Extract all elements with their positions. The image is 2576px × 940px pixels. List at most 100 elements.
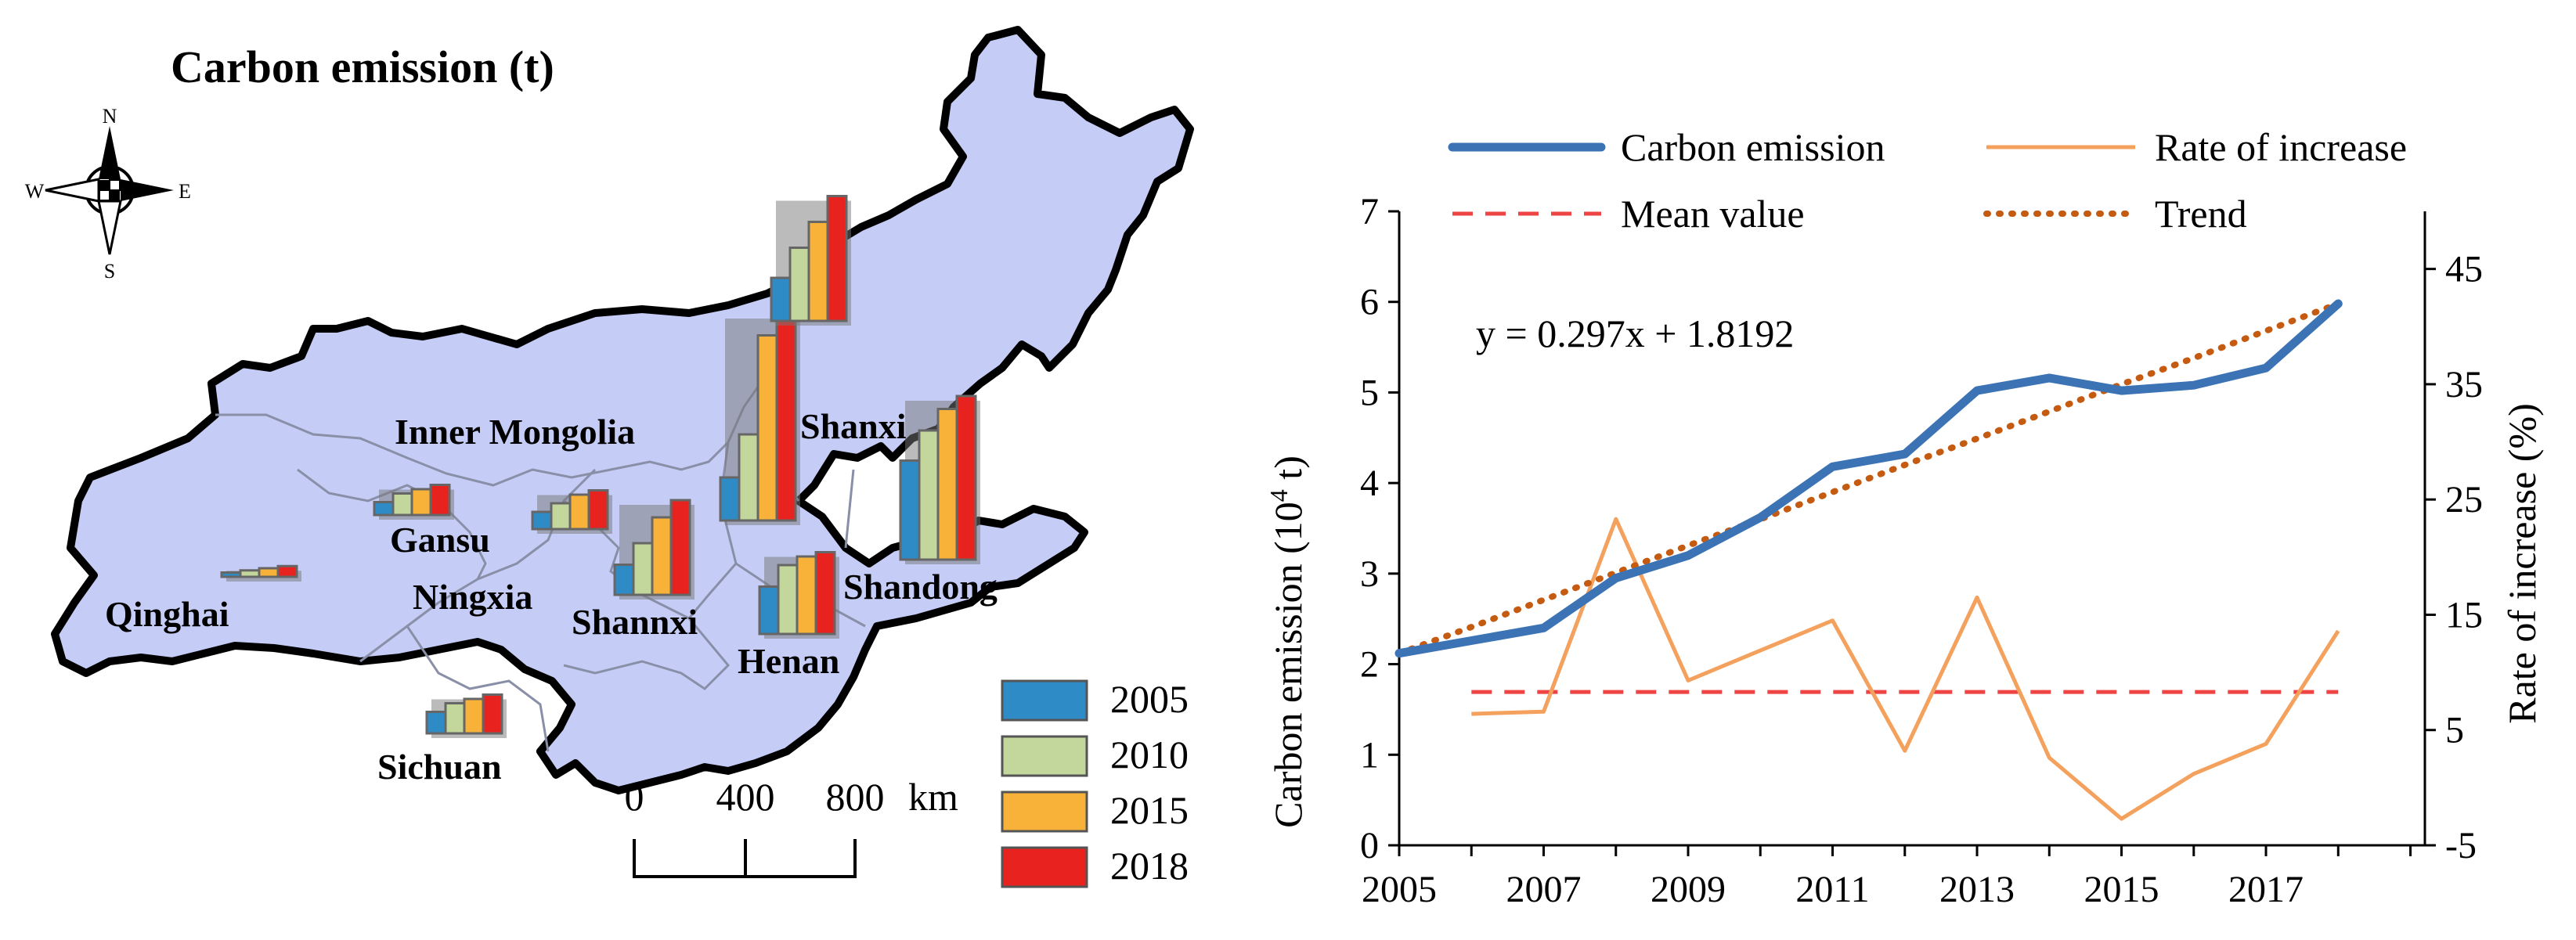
map-bar [550,502,572,531]
legend-text-rate-of-increase: Rate of increase [2155,125,2407,169]
trend-equation: y = 0.297x + 1.8192 [1476,312,1794,355]
map-bar [276,564,298,578]
y2-tick-label: 35 [2445,364,2483,405]
compass-n: N [103,105,117,128]
chart-legend: Carbon emission Rate of increase Mean valu… [1448,125,2407,236]
bar-group-gansu [373,484,454,520]
line-chart-panel: Carbon emission Rate of increase Mean valu… [1265,125,2544,910]
map-bar [814,551,836,636]
map-bar [463,697,485,735]
y2-tick-label: 45 [2445,249,2483,290]
map-bar [587,489,609,531]
map-year-legend: 2005 2010 2015 2018 [1001,677,1189,888]
series-layer [1394,299,2343,821]
map-bar [796,555,817,636]
map-bar [719,476,741,522]
map-bar [613,564,635,596]
bar-group-ningxia [531,489,612,534]
x-tick-label: 2015 [2084,869,2159,910]
compass-e: E [179,180,191,203]
y-tick-label: 6 [1360,282,1379,323]
label-gansu: Gansu [390,520,490,560]
map-bar [239,569,261,578]
x-tick-label: 2017 [2228,869,2304,910]
label-ningxia: Ningxia [413,577,532,617]
bar-group-shannxi [613,499,695,600]
compass-rose-icon: N S E W [25,105,191,283]
map-bar [899,459,921,561]
map-bar [807,221,829,322]
series-carbon-emission [1394,299,2343,658]
map-bar-groups [220,195,980,738]
map-bar [756,334,778,522]
map-bar [770,276,792,322]
y-tick-label: 4 [1360,463,1379,504]
legend-text-mean-value: Mean value [1621,192,1805,236]
bar-group-shandong [899,394,980,564]
y-tick-label: 1 [1360,734,1379,776]
label-sichuan: Sichuan [377,747,502,787]
province-labels: Inner Mongolia Shanxi Gansu Ningxia Shan… [105,406,998,787]
map-bar [373,501,395,517]
region-outline [51,26,1194,794]
map-bar [936,408,958,561]
map-panel: Carbon emission (t) N S E W [25,26,1194,888]
bar-group-henan [758,551,839,639]
map-bar [738,433,759,522]
map-bar [777,564,799,636]
map-bar [826,195,848,322]
label-henan: Henan [738,641,839,681]
label-shanxi: Shanxi [800,406,907,446]
legend-swatch-2018 [1001,846,1088,888]
legend-swatch-2015 [1001,791,1088,833]
scale-label-0: 0 [625,775,644,819]
y2-tick-label: 25 [2445,479,2483,520]
map-bar [651,516,673,596]
y-tick-label: 0 [1360,825,1379,866]
y2-tick-label: -5 [2445,825,2477,866]
label-qinghai: Qinghai [105,594,229,634]
legend-label-2005: 2005 [1110,677,1189,721]
map-bar [444,702,466,735]
bar-group-northeast [770,195,851,326]
y-axis-ticks: 0 1 2 3 4 5 6 7 [1360,191,1399,866]
legend-label-2018: 2018 [1110,844,1189,888]
legend-swatch-2010 [1001,735,1088,777]
map-bar [669,499,691,596]
legend-text-trend: Trend [2155,192,2247,236]
y-tick-label: 3 [1360,553,1379,595]
map-bar [531,510,553,531]
label-shannxi: Shannxi [572,602,698,642]
map-bar [482,693,503,735]
label-inner-mongolia: Inner Mongolia [395,412,635,452]
scale-label-400: 400 [716,775,775,819]
x-tick-label: 2013 [1939,869,2015,910]
map-bar [220,571,242,578]
x-axis-ticks: 2005 2007 2009 2011 2013 2015 2017 [1362,845,2412,910]
bar-group-sichuan [425,693,507,738]
y2-axis-ticks: -5 5 15 25 35 45 [2425,249,2483,866]
bar-group-qinghai [220,564,301,582]
plot-frame [1398,211,2426,847]
map-bar [410,488,432,517]
compass-w: W [25,180,45,203]
map-bar [425,711,447,735]
scale-bar: 0 400 800 km [625,775,958,878]
y-tick-label: 5 [1360,372,1379,413]
map-bar [758,585,780,636]
label-shandong: Shandong [843,567,998,607]
y-tick-label: 7 [1360,191,1379,232]
x-tick-label: 2009 [1651,869,1726,910]
map-bar [918,429,940,561]
x-tick-label: 2011 [1795,869,1869,910]
bar-group-shanxi [719,312,800,525]
legend-label-2015: 2015 [1110,788,1189,832]
y-tick-label: 2 [1360,644,1379,686]
compass-s: S [104,260,115,283]
y-axis-label: Carbon emission (104 t) [1265,456,1310,828]
scale-label-800: 800 [826,775,885,819]
map-bar [258,567,280,578]
map-bar [775,312,797,522]
legend-text-carbon-emission: Carbon emission [1621,125,1885,169]
